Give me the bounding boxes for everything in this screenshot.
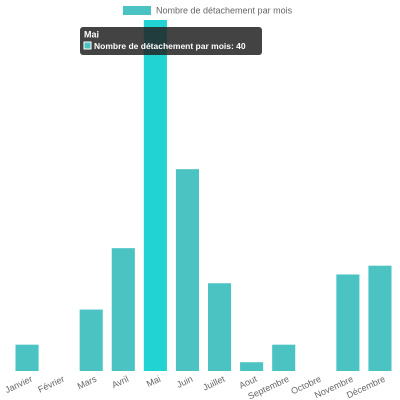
bar-janvier[interactable] (15, 344, 39, 372)
tooltip-title: Mai (84, 30, 99, 40)
bar-aout[interactable] (240, 362, 264, 372)
tooltip: Mai Nombre de détachement par mois: 40 (80, 27, 262, 55)
x-tick-label: Juin (175, 374, 194, 390)
tooltip-background (80, 27, 262, 55)
legend-swatch (123, 6, 151, 15)
bars-group (15, 20, 392, 372)
legend[interactable]: Nombre de détachement par mois (123, 6, 293, 16)
legend-label: Nombre de détachement par mois (156, 6, 293, 16)
x-tick-label: Février (36, 374, 66, 395)
tooltip-label: Nombre de détachement par mois: 40 (94, 41, 246, 51)
bar-septembre[interactable] (272, 344, 296, 372)
bar-mai[interactable] (143, 20, 167, 371)
bar-avril[interactable] (111, 248, 135, 371)
x-tick-label: Avril (110, 374, 130, 390)
x-tick-label: Mars (76, 374, 99, 392)
x-tick-label: Janvier (3, 374, 34, 395)
bar-décembre[interactable] (368, 265, 392, 371)
tooltip-color-swatch (83, 41, 92, 50)
bar-novembre[interactable] (336, 274, 360, 372)
bar-mars[interactable] (79, 309, 103, 371)
x-tick-label: Juillet (201, 374, 227, 393)
x-axis-tick-labels: Janvier Février Mars Avril Mai Juin Juillet Aou… (3, 374, 386, 400)
bar-juin[interactable] (175, 169, 200, 371)
x-tick-label: Mai (145, 374, 162, 389)
bar-juillet[interactable] (207, 283, 232, 371)
